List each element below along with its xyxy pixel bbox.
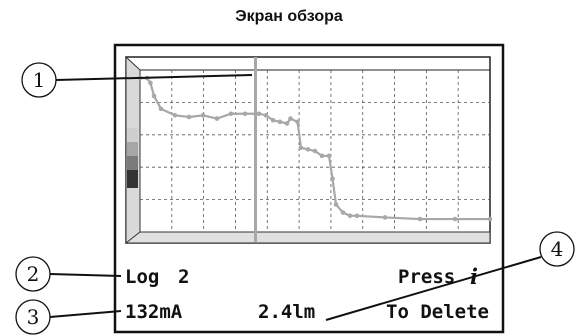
data-point	[340, 210, 346, 215]
data-point	[270, 117, 276, 123]
callout-3-number: 3	[27, 305, 40, 329]
data-point	[242, 111, 248, 117]
data-point	[256, 111, 262, 117]
data-point	[148, 80, 153, 86]
data-point	[319, 153, 325, 159]
data-point	[347, 213, 353, 219]
data-point	[487, 216, 493, 222]
data-point	[326, 153, 332, 159]
log-number: 2	[178, 266, 189, 288]
plot-grid	[140, 70, 490, 232]
callout-1: 1	[21, 62, 253, 98]
data-point	[333, 202, 339, 207]
data-point	[298, 145, 304, 151]
data-point	[172, 113, 178, 118]
data-point	[200, 113, 206, 118]
data-point	[354, 213, 360, 219]
callout-1-number: 1	[33, 68, 46, 92]
data-point	[277, 119, 283, 125]
data-point	[214, 116, 220, 121]
log-label: Log	[125, 266, 159, 288]
device-screen-frame	[113, 43, 505, 334]
scale-bar-segment	[127, 156, 138, 170]
callout-4-number: 4	[551, 237, 564, 261]
callout-4-leader	[325, 256, 542, 321]
data-point	[305, 147, 311, 152]
data-point	[330, 176, 335, 181]
data-point	[417, 216, 423, 222]
callout-1-leader	[55, 74, 253, 81]
data-point	[452, 216, 458, 222]
press-label: Press	[398, 266, 455, 288]
lumen-value: 2.4lm	[258, 301, 315, 323]
callout-2: 2	[15, 256, 122, 292]
delete-label: To Delete	[386, 301, 489, 323]
data-point	[288, 116, 293, 121]
scale-bar-segment	[127, 128, 138, 142]
current-value: 132mA	[125, 301, 183, 323]
data-point	[228, 111, 234, 117]
scale-bar-segment	[127, 170, 138, 188]
data-point	[186, 114, 192, 120]
data-point	[295, 119, 300, 125]
callout-2-number: 2	[27, 262, 40, 286]
callout-4-circle	[539, 231, 575, 267]
data-point	[151, 93, 157, 99]
scale-bar-segment	[127, 142, 138, 156]
page-title: Экран обзора	[235, 8, 343, 25]
callout-2-leader	[49, 273, 122, 277]
data-point	[263, 113, 269, 118]
callout-3-leader	[49, 310, 122, 318]
plot-bottom-bevel	[124, 231, 491, 244]
callout-3: 3	[15, 299, 122, 335]
data-point	[312, 148, 318, 154]
plot-area	[124, 55, 493, 244]
data-point	[382, 215, 388, 220]
callout-4: 4	[325, 231, 575, 321]
data-point	[284, 121, 290, 126]
data-point	[158, 106, 164, 112]
